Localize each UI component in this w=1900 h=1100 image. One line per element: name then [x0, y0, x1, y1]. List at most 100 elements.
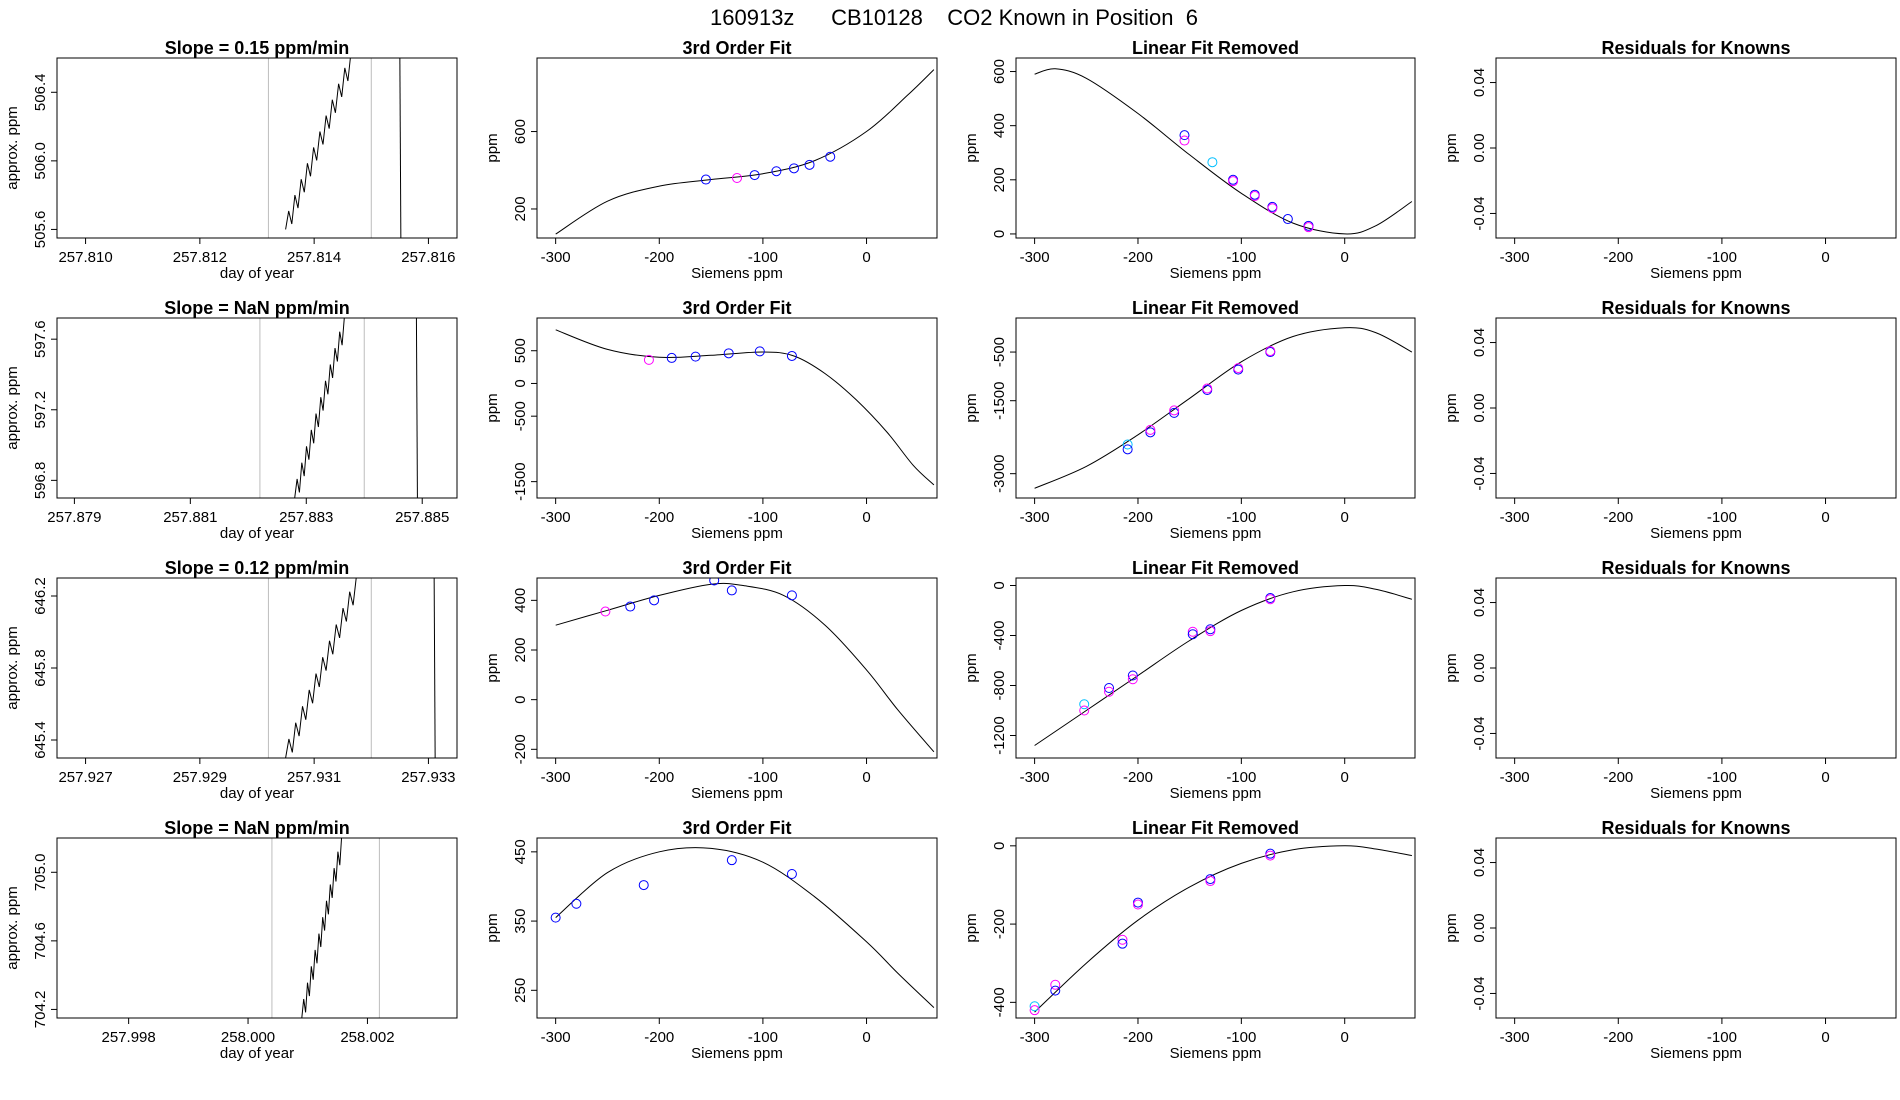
- x-tick-label: 257.883: [279, 509, 333, 526]
- data-point-magenta: [1117, 934, 1128, 945]
- panel-r2c0: Slope = 0.12 ppm/min 257.927 257.929 257.93…: [4, 558, 458, 802]
- x-tick-label: -300: [1500, 769, 1530, 786]
- panel-title: 3rd Order Fit: [682, 558, 791, 578]
- plot-area: [555, 329, 935, 486]
- data-point-blue: [804, 159, 815, 170]
- x-tick-label: 257.929: [173, 769, 227, 786]
- y-tick-label: -1500: [512, 462, 529, 500]
- plot-frame: [536, 317, 938, 499]
- plot-area: [555, 69, 935, 235]
- panel-r2c3: Residuals for Knowns -300 -200 -100 0 Siemens…: [1443, 558, 1897, 802]
- x-tick-label: 0: [1341, 1029, 1349, 1046]
- y-axis-label: ppm: [1443, 913, 1460, 942]
- x-tick-label: 258.002: [340, 1029, 394, 1046]
- data-point-blue: [726, 855, 737, 866]
- data-trace: [294, 318, 347, 498]
- data-point-magenta: [1265, 594, 1276, 605]
- panel-title: 3rd Order Fit: [682, 818, 791, 838]
- data-point-blue: [709, 578, 720, 586]
- x-tick-label: -100: [1226, 249, 1256, 266]
- plot-frame: [1015, 837, 1416, 1019]
- data-point-blue: [625, 601, 636, 612]
- x-tick-label: 0: [1821, 509, 1829, 526]
- plot-frame: [1495, 577, 1897, 759]
- x-tick-label: 0: [862, 249, 870, 266]
- x-tick-label: 0: [1341, 769, 1349, 786]
- data-point-magenta: [1104, 686, 1115, 697]
- data-point-magenta: [643, 354, 654, 365]
- data-point-magenta: [1267, 203, 1278, 214]
- y-tick-label: 400: [512, 588, 529, 613]
- plot-area: [550, 847, 935, 1008]
- data-point-blue: [749, 170, 760, 181]
- x-tick-label: 0: [862, 1029, 870, 1046]
- x-axis-label: Siemens ppm: [1650, 1045, 1742, 1062]
- data-point-magenta: [1265, 850, 1276, 861]
- x-tick-label: -200: [1603, 509, 1633, 526]
- plot-frame: [1495, 317, 1897, 499]
- y-tick-label: 597.2: [32, 391, 49, 429]
- x-tick-label: -200: [644, 769, 674, 786]
- panel-r1c2: Linear Fit Removed -300 -200 -100 0 Siemens p…: [963, 298, 1416, 542]
- data-point-magenta: [1187, 626, 1198, 637]
- y-tick-label: -3000: [991, 454, 1008, 492]
- y-tick-label: 0: [991, 230, 1008, 238]
- x-axis-label: Siemens ppm: [1650, 265, 1742, 282]
- x-tick-label: -200: [644, 249, 674, 266]
- plot-area: [267, 578, 436, 758]
- y-axis-label: ppm: [963, 653, 980, 682]
- panel-r0c1: 3rd Order Fit -300 -200 -100 0 Siemens ppm 200…: [484, 38, 938, 282]
- x-tick-label: -300: [541, 249, 571, 266]
- y-tick-label: 0: [512, 695, 529, 703]
- data-point-blue: [786, 350, 797, 361]
- panel-title: Linear Fit Removed: [1132, 818, 1299, 838]
- data-point-blue: [1127, 670, 1138, 681]
- plot-frame: [1015, 57, 1416, 239]
- data-point-blue: [1104, 683, 1115, 693]
- x-tick-label: -300: [1020, 769, 1050, 786]
- y-tick-label: -0.04: [1471, 976, 1488, 1010]
- y-tick-label: 600: [991, 59, 1008, 84]
- data-point-cyan: [1029, 1001, 1040, 1012]
- plot-frame: [56, 837, 458, 1019]
- x-tick-label: 257.810: [58, 249, 112, 266]
- x-tick-label: 257.816: [401, 249, 455, 266]
- panel-r3c0: Slope = NaN ppm/min 257.998 258.000 258.002…: [4, 818, 458, 1062]
- x-tick-label: 0: [1821, 1029, 1829, 1046]
- x-tick-label: 257.885: [395, 509, 449, 526]
- x-tick-label: -100: [748, 769, 778, 786]
- y-axis-label: ppm: [1443, 393, 1460, 422]
- y-axis-label: ppm: [1443, 653, 1460, 682]
- x-tick-label: 0: [1821, 249, 1829, 266]
- y-tick-label: 350: [512, 909, 529, 934]
- x-axis-label: day of year: [220, 525, 294, 542]
- data-point-blue: [638, 880, 649, 891]
- panel-title: 3rd Order Fit: [682, 298, 791, 318]
- x-axis-label: Siemens ppm: [1170, 785, 1262, 802]
- x-axis-label: Siemens ppm: [691, 1045, 783, 1062]
- x-axis-label: Siemens ppm: [1170, 525, 1262, 542]
- y-tick-label: 0.00: [1471, 913, 1488, 942]
- x-tick-label: -200: [1123, 1029, 1153, 1046]
- data-point-magenta: [1179, 135, 1190, 146]
- y-axis-label: approx. ppm: [4, 626, 21, 709]
- fit-curve: [555, 329, 935, 486]
- panel-title: Residuals for Knowns: [1601, 558, 1790, 578]
- x-tick-label: -100: [1707, 1029, 1737, 1046]
- y-tick-label: -200: [991, 909, 1008, 939]
- panel-title: Slope = NaN ppm/min: [164, 818, 350, 838]
- panel-grid: Slope = 0.15 ppm/min 257.810 257.812 257.81…: [4, 38, 1897, 1062]
- y-tick-label: 0: [512, 379, 529, 387]
- y-tick-label: 597.6: [32, 320, 49, 358]
- plot-area: [555, 578, 935, 753]
- x-tick-label: -200: [1123, 249, 1153, 266]
- panel-r1c0: Slope = NaN ppm/min 257.879 257.881 257.883…: [4, 298, 458, 542]
- panel-r0c0: Slope = 0.15 ppm/min 257.810 257.812 257.81…: [4, 38, 458, 282]
- y-tick-label: 500: [512, 338, 529, 363]
- data-point-blue: [771, 166, 782, 177]
- fit-curve: [1034, 584, 1413, 746]
- plot-frame: [56, 317, 458, 499]
- fit-curve: [1034, 68, 1413, 235]
- y-tick-label: 704.2: [32, 991, 49, 1029]
